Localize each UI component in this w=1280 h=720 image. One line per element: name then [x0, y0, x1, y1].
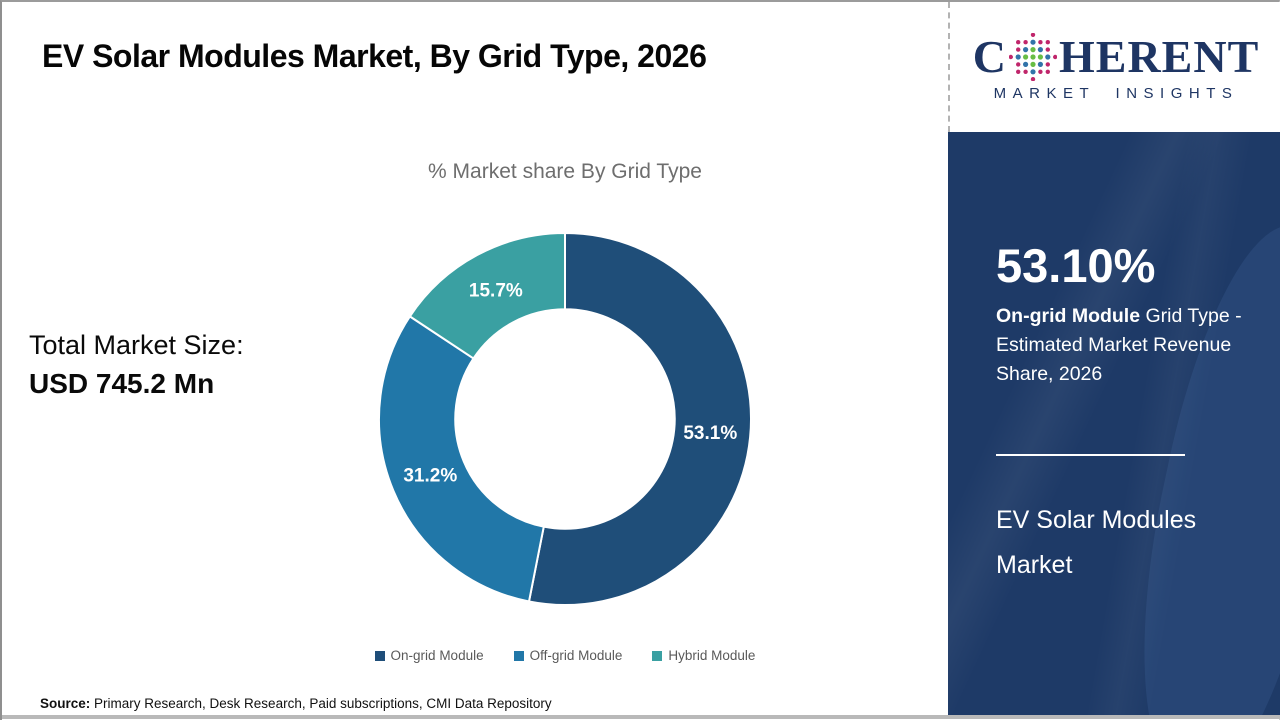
sidebar-divider [996, 453, 1185, 456]
brand-logo: C HERENT MARKET INSIGHTS [948, 2, 1280, 132]
logo-letter-c: C [972, 30, 1007, 82]
chart-legend: On-grid Module Off-grid Module Hybrid Modu… [255, 648, 875, 663]
legend-swatch-icon [513, 650, 524, 661]
slice-data-label: 15.7% [469, 280, 523, 301]
chart-title: % Market share By Grid Type [428, 160, 702, 183]
page-title: EV Solar Modules Market, By Grid Type, 2… [42, 38, 707, 74]
donut-slice-off-grid-module[interactable] [378, 315, 545, 603]
source-attribution: Source: Primary Research, Desk Research,… [40, 696, 552, 711]
dotted-globe-icon [1008, 32, 1057, 81]
bottom-border-strip [2, 715, 1280, 719]
legend-swatch-icon [374, 650, 385, 661]
logo-tagline: MARKET INSIGHTS [993, 84, 1239, 102]
legend-label: Hybrid Module [668, 648, 756, 663]
total-market-size-block: Total Market Size: USD 745.2 Mn [29, 330, 244, 400]
donut-slice-hybrid-module[interactable] [408, 232, 566, 360]
stat-description-rest: Grid Type - Estimated Market Revenue Sha… [996, 304, 1242, 385]
legend-label: On-grid Module [390, 648, 484, 663]
donut-slice-on-grid-module[interactable] [528, 232, 752, 606]
slice-data-label: 53.1% [683, 423, 737, 444]
legend-label: Off-grid Module [529, 648, 623, 663]
legend-item-on-grid-module[interactable]: On-grid Module [374, 648, 484, 663]
logo-letters-rest: HERENT [1058, 30, 1260, 82]
headline-stat-description: On-grid Module Grid Type - Estimated Mar… [996, 302, 1252, 389]
legend-item-off-grid-module[interactable]: Off-grid Module [513, 648, 623, 663]
donut-chart: 53.1% 31.2% 15.7% [355, 209, 775, 629]
total-market-size-label: Total Market Size: [29, 330, 244, 360]
report-product-name: EV Solar Modules Market [996, 505, 1197, 579]
total-market-size-value: USD 745.2 Mn [29, 368, 215, 399]
slice-data-label: 31.2% [403, 465, 457, 486]
source-text: Primary Research, Desk Research, Paid su… [90, 696, 552, 711]
highlight-sidebar: 53.10% On-grid Module Grid Type - Estima… [948, 132, 1280, 715]
legend-item-hybrid-module[interactable]: Hybrid Module [652, 648, 755, 663]
logo-wordmark: C HERENT [972, 30, 1260, 82]
legend-swatch-icon [652, 650, 663, 661]
stat-segment-name: On-grid Module [996, 304, 1141, 327]
headline-stat-value: 53.10% [996, 239, 1156, 292]
source-label: Source: [40, 696, 91, 711]
